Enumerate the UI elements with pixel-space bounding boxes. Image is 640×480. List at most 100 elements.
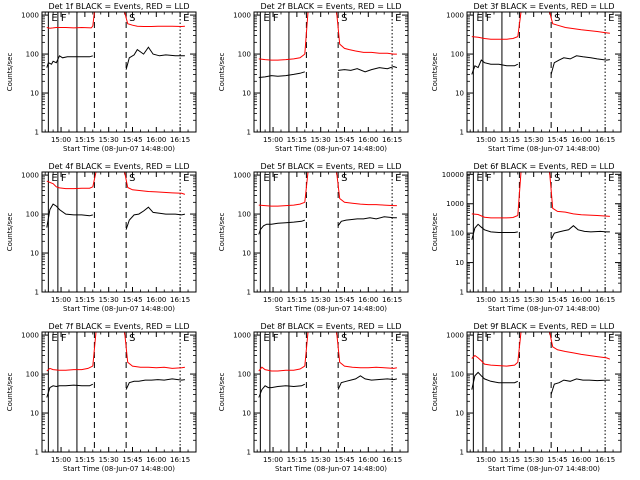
event-marker-label: S [554, 173, 560, 184]
event-marker-label: F [61, 13, 67, 24]
y-tick-label: 10 [242, 90, 251, 98]
x-tick-label: 16:00 [146, 456, 166, 464]
lld-rate-line [124, 11, 185, 28]
x-tick-label: 16:15 [382, 136, 402, 144]
event-marker-label: S [341, 333, 347, 344]
panel-title: Det 8f BLACK = Events, RED = LLD [260, 322, 401, 331]
y-tick-label: 1000 [233, 12, 251, 20]
event-marker-label: F [61, 333, 67, 344]
events-rate-line [125, 206, 186, 230]
event-marker-label: F [486, 333, 492, 344]
x-tick-label: 15:00 [476, 296, 496, 304]
event-marker-label: E [51, 173, 57, 184]
x-tick-label: 15:15 [500, 136, 520, 144]
events-rate-line [46, 383, 94, 398]
x-tick-label: 15:30 [99, 456, 119, 464]
lld-rate-line [471, 36, 518, 40]
panel-title: Det 3f BLACK = Events, RED = LLD [473, 2, 614, 11]
plot-frame [253, 331, 409, 453]
plot-frame [41, 171, 197, 293]
events-rate-line [338, 65, 398, 73]
event-marker-label: E [476, 13, 482, 24]
y-tick-label: 1000 [446, 200, 464, 208]
detector-panel: Det 1f BLACK = Events, RED = LLD Counts/s… [6, 2, 197, 153]
x-tick-label: 15:15 [500, 456, 520, 464]
panel-title: Det 9f BLACK = Events, RED = LLD [473, 322, 614, 331]
event-marker-label: S [554, 333, 560, 344]
y-axis-label: Counts/sec [6, 213, 14, 252]
y-tick-label: 10 [30, 250, 39, 258]
x-tick-label: 15:45 [547, 456, 567, 464]
x-tick-label: 16:00 [146, 296, 166, 304]
x-tick-label: 15:00 [263, 296, 283, 304]
lld-rate-line [549, 171, 610, 217]
x-tick-label: 15:00 [51, 456, 71, 464]
events-rate-line [471, 223, 518, 240]
events-rate-line [258, 383, 306, 398]
y-axis-label: Counts/sec [431, 373, 439, 412]
event-marker-label: F [486, 13, 492, 24]
x-tick-label: 16:00 [571, 296, 591, 304]
event-marker-label: S [129, 333, 135, 344]
events-rate-line [46, 203, 93, 228]
x-tick-label: 15:30 [524, 136, 544, 144]
event-marker-label: F [273, 333, 279, 344]
x-axis-label: Start Time (08-Jun-07 14:48:00) [488, 145, 600, 153]
plot-frame [466, 11, 622, 133]
y-axis-label: Counts/sec [218, 53, 226, 92]
events-rate-line [550, 225, 610, 240]
x-tick-label: 16:15 [382, 296, 402, 304]
y-tick-label: 1 [460, 449, 464, 457]
events-rate-line [337, 375, 398, 390]
x-tick-label: 15:00 [476, 456, 496, 464]
x-tick-label: 16:15 [170, 296, 190, 304]
detector-panel: Det 8f BLACK = Events, RED = LLD Counts/s… [218, 322, 409, 473]
y-tick-label: 10 [455, 410, 464, 418]
x-axis-label: Start Time (08-Jun-07 14:48:00) [275, 305, 387, 313]
y-tick-label: 1 [35, 289, 39, 297]
y-tick-label: 1 [247, 449, 251, 457]
y-axis-label: Counts/sec [431, 53, 439, 92]
detector-panel: Det 4f BLACK = Events, RED = LLD Counts/s… [6, 162, 197, 313]
y-axis-label: Counts/sec [6, 373, 14, 412]
lld-rate-line [124, 331, 185, 369]
events-rate-line [471, 59, 519, 75]
x-tick-label: 15:45 [334, 456, 354, 464]
event-marker-label: E [263, 13, 269, 24]
events-rate-line [125, 378, 185, 390]
event-marker-label: E [51, 333, 57, 344]
event-marker-label: F [273, 13, 279, 24]
x-tick-label: 15:15 [500, 296, 520, 304]
x-axis-label: Start Time (08-Jun-07 14:48:00) [63, 465, 175, 473]
panel-title: Det 7f BLACK = Events, RED = LLD [48, 322, 189, 331]
detector-panel: Det 2f BLACK = Events, RED = LLD Counts/s… [218, 2, 409, 153]
event-marker-label: S [341, 13, 347, 24]
x-tick-label: 15:45 [334, 296, 354, 304]
y-tick-label: 100 [26, 51, 39, 59]
plot-frame [466, 171, 622, 293]
y-tick-label: 1000 [233, 332, 251, 340]
event-marker-label: S [129, 13, 135, 24]
y-tick-label: 1 [247, 129, 251, 137]
lld-rate-line [549, 11, 610, 34]
lld-rate-line [336, 171, 397, 207]
y-tick-label: 10 [242, 250, 251, 258]
event-marker-label: F [61, 173, 67, 184]
y-axis-label: Counts/sec [431, 213, 439, 252]
events-rate-line [46, 55, 93, 68]
events-rate-line [258, 219, 305, 235]
events-rate-line [471, 371, 519, 390]
x-tick-label: 15:30 [311, 136, 331, 144]
x-tick-label: 15:45 [122, 456, 142, 464]
event-marker-label: E [395, 333, 401, 344]
y-tick-label: 100 [26, 211, 39, 219]
y-tick-label: 10 [242, 410, 251, 418]
event-marker-label: E [608, 333, 614, 344]
y-tick-label: 10000 [442, 171, 464, 179]
x-tick-label: 15:30 [524, 296, 544, 304]
y-tick-label: 100 [238, 371, 251, 379]
panel-title: Det 2f BLACK = Events, RED = LLD [260, 2, 401, 11]
event-marker-label: E [608, 173, 614, 184]
x-tick-label: 16:15 [595, 136, 615, 144]
event-marker-label: E [183, 333, 189, 344]
